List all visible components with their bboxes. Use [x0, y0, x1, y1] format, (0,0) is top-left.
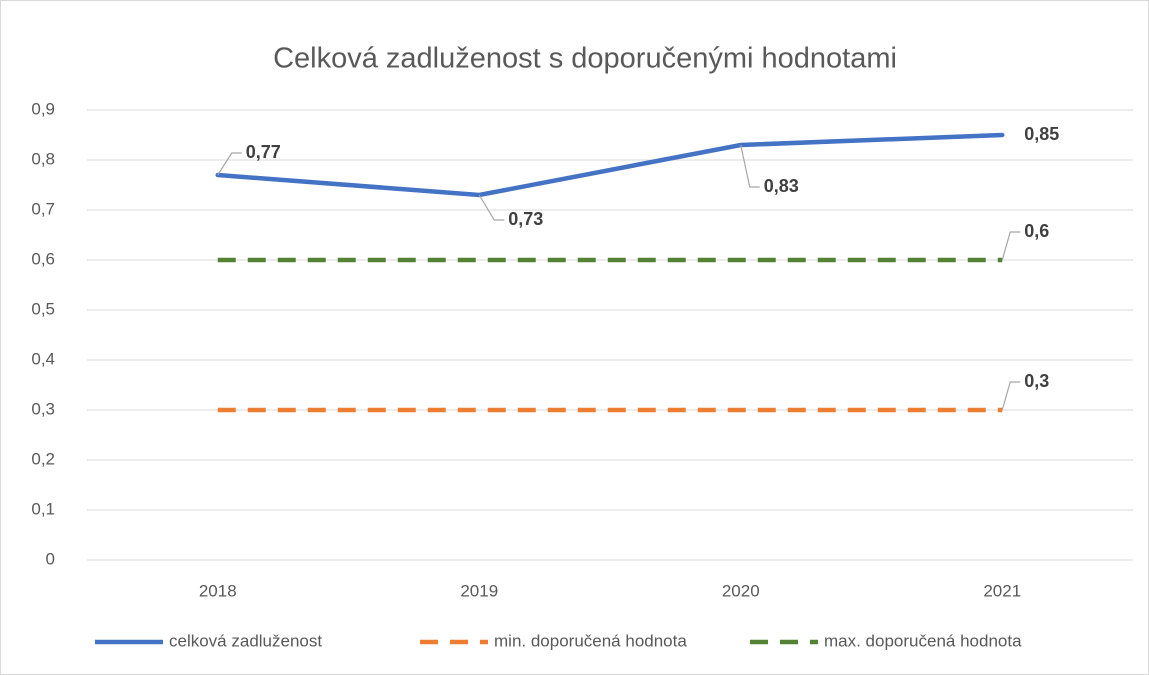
series-line [215, 132, 1005, 198]
legend-label: max. doporučená hodnota [824, 631, 1022, 650]
data-label: 0,85 [1024, 124, 1059, 144]
leader-line [1001, 381, 1021, 411]
x-tick-label: 2021 [983, 581, 1021, 600]
x-tick-label: 2019 [460, 581, 498, 600]
chart-title: Celková zadluženost s doporučenými hodno… [273, 43, 897, 75]
y-tick-label: 0,8 [31, 149, 55, 168]
y-tick-label: 0,1 [31, 499, 55, 518]
leader-line [1001, 231, 1021, 261]
legend-label: celková zadluženost [169, 631, 322, 650]
leader-line [478, 194, 505, 221]
data-label: 0,83 [764, 176, 799, 196]
y-tick-label: 0,5 [31, 299, 55, 318]
y-tick-label: 0,4 [31, 349, 55, 368]
data-label: 0,3 [1024, 371, 1049, 391]
y-tick-label: 0 [46, 549, 55, 568]
y-tick-label: 0,2 [31, 449, 55, 468]
y-tick-label: 0,9 [31, 99, 55, 118]
y-tick-label: 0,3 [31, 399, 55, 418]
data-label: 0,77 [246, 142, 281, 162]
leader-line [740, 144, 760, 188]
data-label: 0,73 [508, 209, 543, 229]
y-tick-label: 0,6 [31, 249, 55, 268]
leader-line [217, 152, 242, 176]
y-tick-label: 0,7 [31, 199, 55, 218]
x-tick-label: 2018 [199, 581, 237, 600]
data-label: 0,6 [1024, 221, 1049, 241]
x-tick-label: 2020 [722, 581, 760, 600]
legend-label: min. doporučená hodnota [494, 631, 687, 650]
